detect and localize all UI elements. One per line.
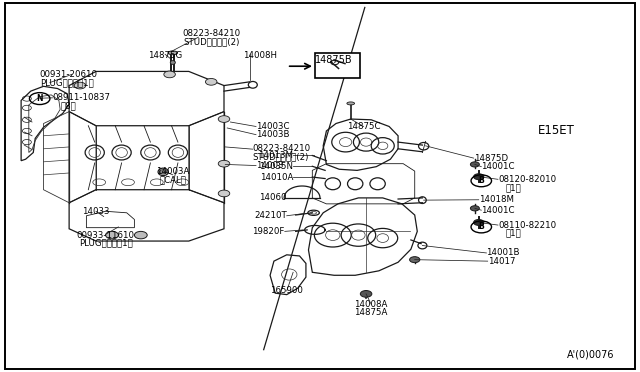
Text: 19820F: 19820F [252,227,285,236]
Text: 24210T: 24210T [254,211,287,220]
Text: 14035N: 14035N [259,162,293,171]
Text: B: B [479,176,484,185]
Text: 14008A: 14008A [355,300,388,309]
Text: （1）: （1） [506,229,522,238]
Circle shape [74,82,86,89]
Text: STUDスタッド(2): STUDスタッド(2) [183,37,239,46]
Text: 14875D: 14875D [474,154,508,163]
Circle shape [106,231,118,239]
Text: 14003B: 14003B [256,130,289,139]
Text: 08120-82010: 08120-82010 [498,175,556,184]
Circle shape [470,206,479,211]
Text: 14001B: 14001B [486,248,520,257]
Text: N: N [36,94,43,103]
Text: 14001C: 14001C [481,206,515,215]
Circle shape [474,219,484,225]
Text: E15ET: E15ET [538,125,575,137]
Circle shape [218,160,230,167]
Text: STUDスタッド(2): STUDスタッド(2) [253,153,309,161]
Text: 08223-84210: 08223-84210 [253,144,311,153]
Text: 14003: 14003 [256,161,284,170]
Text: 14875A: 14875A [355,308,388,317]
Text: A'(0)0076: A'(0)0076 [567,349,614,359]
Text: 08223-84210: 08223-84210 [182,29,240,38]
Text: 14003C: 14003C [256,122,289,131]
Circle shape [470,162,479,167]
Text: B: B [479,222,484,231]
Text: 14001C: 14001C [481,162,515,171]
Text: 08911-10837: 08911-10837 [52,93,111,102]
Text: 14875C: 14875C [347,122,380,131]
Text: 14060: 14060 [259,193,287,202]
Text: 14875G: 14875G [148,51,182,60]
Text: PLUGプラグ（1）: PLUGプラグ（1） [79,239,132,248]
Bar [315,53,360,78]
Ellipse shape [170,61,175,64]
Circle shape [205,78,217,85]
Text: 14010A: 14010A [260,173,293,182]
Text: （8）: （8） [61,102,77,110]
Circle shape [164,71,175,78]
Ellipse shape [168,51,178,55]
Circle shape [159,170,167,174]
Text: 08110-82210: 08110-82210 [498,221,556,230]
Text: 14008H: 14008H [243,51,277,60]
Text: 14003A: 14003A [156,167,189,176]
Circle shape [218,190,230,197]
Circle shape [410,257,420,263]
Text: 14018M: 14018M [479,195,514,204]
Circle shape [360,291,372,297]
Text: 14033: 14033 [83,207,109,216]
Text: PLUGプラグ（1）: PLUGプラグ（1） [40,78,93,87]
Text: 00933-11610: 00933-11610 [77,231,134,240]
Ellipse shape [347,102,355,105]
Text: 14013M: 14013M [258,151,293,160]
Text: 14875B: 14875B [316,55,353,64]
Text: （1）: （1） [506,183,522,192]
Circle shape [134,231,147,239]
Circle shape [474,174,484,180]
Circle shape [218,116,230,122]
Text: （CAL）: （CAL） [159,176,186,185]
Text: 00931-20610: 00931-20610 [40,70,98,79]
Text: 14017: 14017 [488,257,515,266]
Text: 165900: 165900 [270,286,303,295]
